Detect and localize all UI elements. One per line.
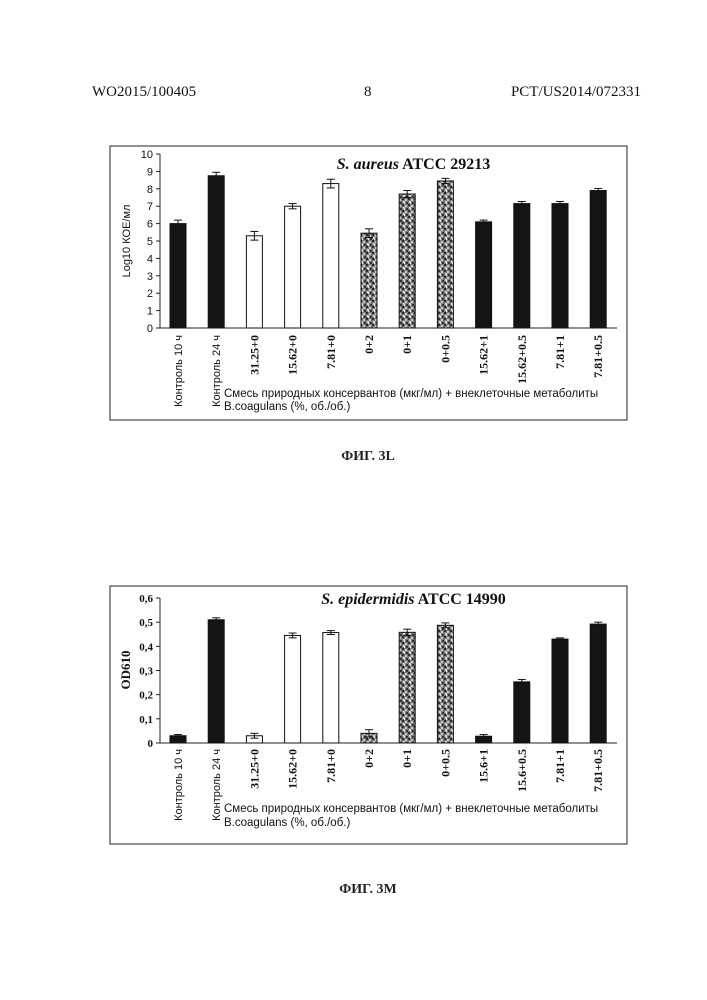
fig3m-ytick-label: 0 [148, 738, 154, 750]
fig3m-x-axis-label-line1: Смесь природных консервантов (мкг/мл) + … [224, 803, 598, 815]
fig3m-bar [514, 682, 530, 743]
fig3m-category-label: 0+0.5 [438, 749, 452, 777]
fig3m-category-label: 0+1 [400, 749, 414, 768]
fig3m-ytick-label: 0,3 [139, 666, 153, 678]
fig3m-ytick-label: 0,1 [139, 714, 153, 726]
fig3m-bar [399, 632, 415, 743]
fig3m-ytick-label: 0,2 [139, 690, 153, 702]
fig3m-bar [552, 639, 568, 743]
figure-3m-chart: 0 0,1 0,2 0,3 0,4 0,5 0,6 OD610 S. epidermidis A… [0, 0, 707, 1000]
fig3m-title: S. epidermidis ATCC 14990 [321, 591, 506, 608]
fig3m-category-label: 7.81+0 [324, 749, 338, 783]
fig3m-bar [285, 635, 301, 743]
fig3m-bar [208, 620, 224, 743]
fig3m-ytick-label: 0,6 [139, 593, 153, 605]
fig3m-ytick-label: 0,5 [139, 617, 153, 629]
fig3m-category-label: 7.81+0.5 [591, 749, 605, 792]
fig3m-title-species: S. epidermidis [321, 591, 414, 608]
fig3m-title-strain: ATCC 14990 [415, 591, 506, 608]
fig3m-ytick-label: 0,4 [139, 641, 153, 653]
fig3m-category-label: 0+2 [362, 749, 376, 768]
fig3m-caption: ФИГ. 3М [339, 882, 396, 897]
fig3m-bar [437, 625, 453, 743]
fig3m-y-axis-label: OD610 [118, 651, 133, 690]
fig3m-category-label: 15.62+0 [286, 749, 300, 789]
fig3m-category-label: 15.6+0.5 [515, 749, 529, 792]
fig3m-category-label: 31.25+0 [247, 749, 261, 789]
fig3m-category-label: Контроль 10 ч [173, 749, 185, 821]
fig3m-category-label: Контроль 24 ч [211, 749, 223, 821]
fig3m-bar [590, 624, 606, 743]
fig3m-category-label: 7.81+1 [553, 749, 567, 783]
fig3m-x-axis-label-line2: B.coagulans (%, об./об.) [224, 817, 350, 829]
fig3m-bar [323, 633, 339, 743]
fig3m-category-label: 15.6+1 [477, 749, 491, 783]
